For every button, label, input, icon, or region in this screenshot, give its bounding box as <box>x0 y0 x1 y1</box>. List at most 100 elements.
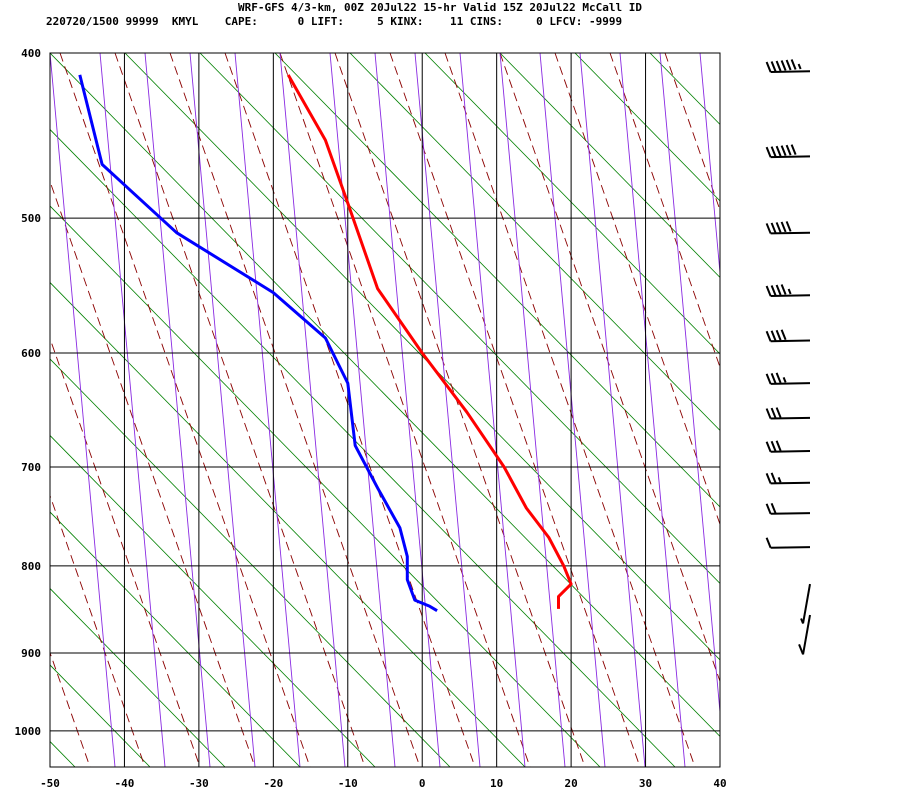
mixing-ratio-line <box>499 53 566 767</box>
mixing-ratio-line <box>414 53 481 767</box>
wind-barb-staff <box>770 231 811 235</box>
y-tick-label-800: 800 <box>21 560 41 573</box>
moist-adiabat-line <box>444 53 696 767</box>
y-tick-label-700: 700 <box>21 461 41 474</box>
wind-barb-feather <box>770 222 777 234</box>
mixing-ratio-line <box>619 53 686 767</box>
wind-barb-feather <box>780 329 787 341</box>
wind-barb <box>765 472 811 485</box>
wind-barb-feather <box>765 373 772 385</box>
axis-ticks: 400 500 600 700 800 900 1000 -50 -40 -30 -20 -10 0 10… <box>15 47 727 790</box>
x-tick-label--10: -10 <box>338 777 358 790</box>
x-tick-label-40: 40 <box>713 777 726 790</box>
mixing-ratio-line <box>539 53 606 767</box>
moist-adiabat-line <box>50 494 146 767</box>
wind-barb-feather <box>798 644 804 655</box>
dry-adiabat-line <box>274 53 720 508</box>
wind-barb-staff <box>802 614 811 655</box>
wind-barb-staff <box>770 382 811 385</box>
wind-barb <box>765 537 811 549</box>
x-tick-label-20: 20 <box>564 777 577 790</box>
moist-adiabat-line <box>609 53 720 369</box>
wind-barb-feather <box>770 330 777 342</box>
wind-barb <box>765 284 811 297</box>
mixing-ratio-line <box>234 53 301 767</box>
wind-barb-feather <box>780 284 787 295</box>
wind-barb <box>765 407 811 420</box>
wind-barb-half-feather <box>777 477 782 483</box>
wind-barb-feather <box>775 222 782 233</box>
wind-barb-feather <box>770 285 777 296</box>
wind-barb-feather <box>770 440 777 452</box>
dry-adiabat-line <box>50 434 376 767</box>
dry-adiabat-line <box>800 53 900 767</box>
moist-adiabat-line <box>554 53 720 526</box>
wind-barb <box>765 329 811 343</box>
wind-barb-feather <box>775 440 782 452</box>
wind-barb-feather <box>765 223 772 234</box>
wind-barb-half-feather <box>787 288 792 295</box>
wind-barbs <box>765 59 811 655</box>
wind-barb-feather <box>765 503 772 515</box>
wind-barb-staff <box>770 155 811 159</box>
x-tick-label-30: 30 <box>639 777 652 790</box>
y-tick-label-400: 400 <box>21 47 41 60</box>
dry-adiabat-line <box>50 511 301 767</box>
wind-barb-feather <box>775 145 782 157</box>
dry-adiabat-line <box>199 53 720 584</box>
background-isopleths <box>50 53 900 767</box>
wind-barb-feather <box>775 329 782 341</box>
wind-barb-staff <box>770 512 811 515</box>
wind-barb-feather <box>775 60 782 72</box>
dry-adiabat-line <box>50 205 601 767</box>
moist-adiabat-line <box>169 53 421 767</box>
profile-line-0 <box>286 74 573 609</box>
profile-series <box>78 74 573 612</box>
wind-barb <box>765 502 811 515</box>
x-tick-label--50: -50 <box>40 777 60 790</box>
profile-line-1 <box>78 74 438 612</box>
wind-barb-staff <box>770 339 811 343</box>
chart-title: WRF-GFS 4/3-km, 00Z 20Jul22 15-hr Valid … <box>238 1 642 14</box>
wind-barb-feather <box>770 61 777 72</box>
wind-barb <box>765 440 811 453</box>
wind-barb <box>765 59 811 73</box>
wind-barb <box>800 583 811 624</box>
wind-barb-feather <box>770 502 777 514</box>
wind-barb-feather <box>765 537 772 549</box>
y-tick-label-600: 600 <box>21 347 41 360</box>
moist-adiabat-line <box>499 53 720 683</box>
mixing-ratio-line <box>329 53 396 767</box>
wind-barb <box>798 614 811 655</box>
wind-barb-feather <box>765 146 772 158</box>
moist-adiabat-line <box>50 337 201 767</box>
grid <box>49 52 721 768</box>
dry-adiabat-line <box>574 53 720 202</box>
wind-barb-feather <box>775 284 782 296</box>
wind-barb-staff <box>770 70 811 73</box>
mixing-ratio-line <box>279 53 346 767</box>
moist-adiabat-line <box>50 651 91 767</box>
x-tick-label--20: -20 <box>263 777 283 790</box>
moist-adiabat-line <box>389 53 641 767</box>
wind-barb-feather <box>780 221 787 233</box>
x-tick-label--30: -30 <box>189 777 209 790</box>
wind-barb-staff <box>770 481 811 485</box>
wind-barb-feather <box>775 407 782 418</box>
wind-barb <box>765 372 811 385</box>
wind-barb-feather <box>765 285 772 297</box>
wind-barb-feather <box>765 441 772 453</box>
dry-adiabat-line <box>349 53 720 431</box>
wind-barb-staff <box>770 294 811 297</box>
wind-barb-feather <box>765 61 772 73</box>
dry-adiabat-line <box>50 358 451 767</box>
mixing-ratio-line <box>579 53 646 767</box>
wind-barb-feather <box>765 408 772 419</box>
wind-barb-feather <box>775 372 782 384</box>
wind-barb-feather <box>790 144 797 155</box>
moist-adiabat-line <box>114 53 366 767</box>
wind-barb-staff <box>770 416 811 420</box>
y-tick-label-500: 500 <box>21 212 41 225</box>
dry-adiabat-line <box>50 128 676 767</box>
mixing-ratio-line <box>374 53 441 767</box>
